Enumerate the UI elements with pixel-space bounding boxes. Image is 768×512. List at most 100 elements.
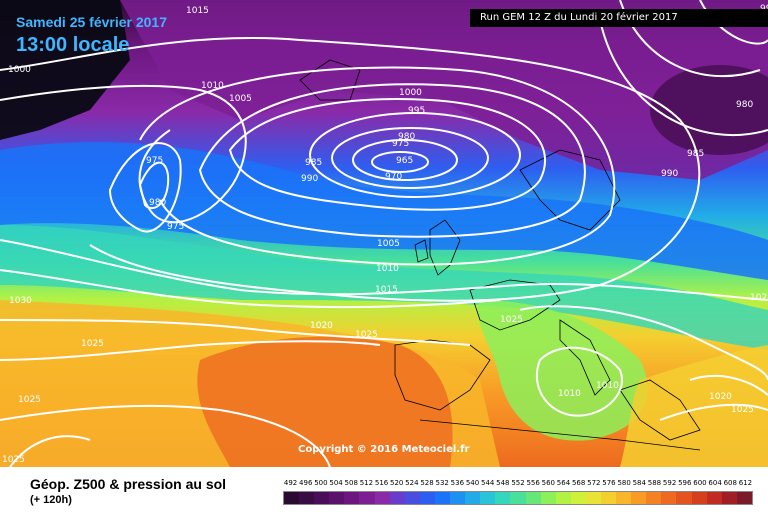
scale-value: 568 [571,479,586,487]
isobar-975 [331,127,489,189]
isobar-label: 965 [396,156,413,166]
forecast-range: (+ 120h) [30,494,72,506]
scale-value: 552 [511,479,525,487]
scale-value: 612 [738,479,753,487]
isobar-label: 1025 [81,339,104,349]
coastlines [299,59,701,451]
coast-north-africa [419,419,701,451]
coast-ireland [414,239,429,263]
isobar-label: 1010 [558,389,581,399]
color-scale-bar [283,491,753,505]
scale-value: 528 [420,479,434,487]
scale-value: 516 [374,479,389,487]
scale-value: 600 [693,479,707,487]
coast-italy [559,319,611,396]
legend-footer: Géop. Z500 & pression au sol (+ 120h) 49… [0,467,768,512]
scale-swatch [555,492,571,504]
isobar-1025-c [9,435,91,467]
scale-value: 596 [678,479,692,487]
isobar-label: 1025 [18,395,41,405]
isobar-1015-east [519,305,768,381]
scale-value: 536 [450,479,465,487]
isobar-label: 975 [167,222,184,232]
scale-swatch [676,492,692,504]
coast-france [469,279,561,331]
scale-value: 580 [617,479,631,487]
scale-swatch [510,492,526,504]
isobar-label: 1005 [377,239,400,249]
blue-band [0,141,768,280]
scale-value: 556 [526,479,540,487]
dark-low-nw [0,0,130,140]
coast-balkans [619,379,701,441]
isobar-label: 980 [149,198,166,208]
scale-swatch [691,492,707,504]
isobar-label: 1010 [201,81,224,91]
model-run-label: Run GEM 12 Z du Lundi 20 février 2017 [470,9,768,27]
scale-value: 544 [480,479,495,487]
isobar-985 [228,98,546,211]
cyan-band [0,225,768,350]
scale-value: 520 [390,479,404,487]
isobar-label: 975 [392,139,409,149]
isobar-label: 1010 [596,381,619,391]
coast-iceland [299,59,361,101]
scale-swatch [600,492,617,504]
isobar-1020 [0,319,471,346]
chart-title: Géop. Z500 & pression au sol [30,476,227,492]
scale-swatch [616,492,632,504]
scale-swatch [329,492,345,504]
isobar-label: 1030 [9,296,32,306]
scale-swatch [646,492,662,504]
weather-map: 1015 995 1000 1010 1005 1000 995 980 975… [0,0,768,467]
low-scandinavia [650,65,768,155]
isobar-1010-east [535,346,623,417]
scale-value: 500 [314,479,328,487]
isobar-label: 1025 [750,293,768,303]
isobar-label: 990 [661,169,678,179]
isobar-label: 1020 [709,392,732,402]
isobar-label: 980 [736,100,753,110]
scale-swatch [495,492,511,504]
scale-swatch [434,492,451,504]
isobar-label: 985 [305,158,322,168]
isobar-label: 1010 [376,264,399,274]
scale-value: 504 [329,479,343,487]
scale-value: 524 [405,479,419,487]
coast-scandinavia [519,149,621,231]
isobar-990-ne [599,19,768,136]
isobar-label: 975 [146,156,163,166]
scale-value: 576 [602,479,616,487]
scale-swatch [450,492,466,504]
scale-swatch [419,492,435,504]
scale-swatch [525,492,541,504]
orange-core [197,336,453,467]
isobar-label: 1000 [8,65,31,75]
scale-value: 604 [708,479,722,487]
scale-value: 588 [647,479,662,487]
copyright-text: Copyright © 2016 Meteociel.fr [298,444,470,455]
isobar-975-west [108,142,182,233]
isobar-label: 1020 [310,321,333,331]
scale-swatch [359,492,375,504]
scale-swatch [706,492,722,504]
scale-value: 548 [496,479,510,487]
scale-swatch [314,492,330,504]
scale-value: 540 [465,479,480,487]
isobar-label: 1025 [500,315,523,325]
scale-value: 608 [723,479,737,487]
isobar-label: 990 [301,174,318,184]
isobar-990 [198,83,586,238]
isobar-label: 980 [398,132,415,142]
scale-value: 572 [587,479,601,487]
scale-value: 508 [344,479,358,487]
isobar-label: 970 [385,172,402,182]
isobar-1025-b [0,404,331,467]
scale-swatch [480,492,496,504]
scale-value: 560 [541,479,555,487]
isobar-1025-a [0,340,381,361]
scale-swatch [585,492,601,504]
scale-swatch [540,492,556,504]
isobar-980-west [138,161,170,210]
isobar-1025-east [659,403,768,421]
